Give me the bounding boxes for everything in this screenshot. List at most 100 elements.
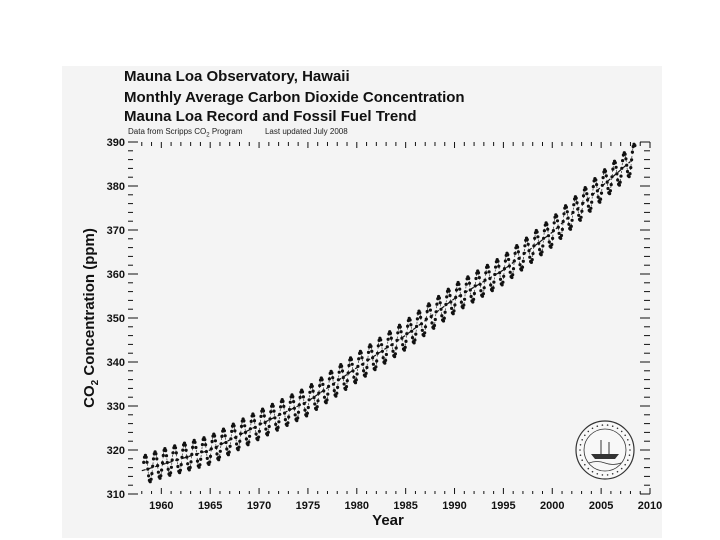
data-point [220, 434, 224, 438]
y-tick-label: 330 [107, 401, 125, 413]
data-point [322, 389, 326, 393]
data-point [589, 206, 593, 210]
seal-ring-dot [596, 425, 599, 428]
data-point [287, 407, 292, 412]
data-point [242, 419, 246, 423]
data-point [145, 460, 149, 464]
data-point [551, 229, 556, 233]
data-point [375, 359, 379, 363]
data-point [276, 425, 280, 430]
x-axis-title: Year [372, 512, 404, 529]
data-point [604, 174, 608, 178]
data-point [214, 445, 218, 450]
data-point [331, 376, 335, 380]
data-point [347, 363, 351, 368]
data-point [213, 434, 217, 438]
data-point [615, 172, 619, 176]
data-point [166, 467, 170, 471]
data-point [295, 419, 299, 423]
data-point [432, 326, 436, 330]
data-point [617, 183, 622, 187]
data-point [158, 476, 162, 480]
data-point [459, 300, 463, 304]
data-point [467, 281, 472, 285]
data-point [238, 439, 242, 443]
fossil-fuel-trend-line [141, 160, 631, 472]
seal-ring-dot [628, 454, 631, 457]
seal-ring-dot [579, 449, 581, 451]
data-point [473, 284, 477, 288]
tick-labels: 1960 1965 1970 1975 1980 1985 1990 1995 2000 2005… [107, 137, 663, 512]
data-point [312, 396, 316, 400]
data-point [210, 439, 214, 444]
data-point [580, 209, 584, 213]
x-tick-label: 2010 [638, 500, 662, 512]
seal-ring-dot [601, 474, 604, 476]
data-point [234, 435, 238, 440]
data-point [394, 346, 398, 350]
data-point [491, 286, 495, 290]
data-point [586, 198, 590, 202]
data-point [531, 252, 535, 256]
trend-series [141, 160, 631, 472]
data-point [489, 283, 493, 287]
data-point [161, 453, 165, 458]
data-point [225, 447, 229, 451]
scripps-seal-logo [575, 420, 635, 480]
data-point [423, 325, 428, 329]
data-point [480, 294, 485, 298]
data-point [527, 249, 531, 253]
seal-ring-dot [627, 459, 629, 462]
data-point [195, 459, 200, 463]
data-point [567, 222, 571, 226]
data-point [239, 424, 244, 428]
data-point [258, 422, 262, 426]
data-point [345, 379, 349, 383]
data-point [459, 294, 463, 298]
data-point [388, 331, 393, 335]
seal-ring-dot [624, 463, 626, 466]
data-point [254, 432, 258, 436]
data-point [526, 242, 530, 246]
axis-ticks [128, 141, 651, 495]
data-point [440, 314, 444, 318]
data-point [616, 178, 620, 182]
data-point [503, 259, 507, 263]
seal-ring-dot [620, 430, 623, 433]
data-point [311, 389, 315, 393]
y-tick-label: 340 [107, 357, 125, 369]
data-point [151, 464, 155, 468]
data-point [287, 415, 291, 419]
seal-ring-dot [628, 444, 631, 446]
source-note: Data from Scripps CO2 Program Last updat… [128, 127, 348, 139]
seal-ring-dot [579, 454, 582, 457]
data-point [507, 264, 511, 268]
data-point [335, 391, 339, 395]
data-point [257, 429, 261, 433]
data-point [560, 227, 565, 231]
data-point [591, 185, 595, 189]
data-point [266, 430, 270, 434]
x-tick-label: 1990 [442, 500, 466, 512]
data-point [596, 195, 600, 199]
data-point [160, 461, 165, 465]
data-point [317, 391, 321, 395]
data-point [561, 219, 565, 224]
data-point [403, 345, 407, 349]
y-tick-label: 360 [107, 269, 125, 281]
data-point [565, 210, 569, 214]
data-point [483, 278, 487, 282]
data-point [462, 303, 466, 307]
data-point [605, 180, 609, 184]
data-point [629, 166, 633, 170]
data-point [247, 440, 251, 444]
data-point [513, 251, 517, 255]
data-point [344, 387, 348, 391]
data-point [232, 424, 236, 428]
data-point [297, 403, 301, 407]
data-point [369, 344, 373, 348]
seal-inner-ring [583, 428, 627, 472]
data-point [630, 158, 634, 162]
seal-ring-dot [629, 449, 631, 451]
